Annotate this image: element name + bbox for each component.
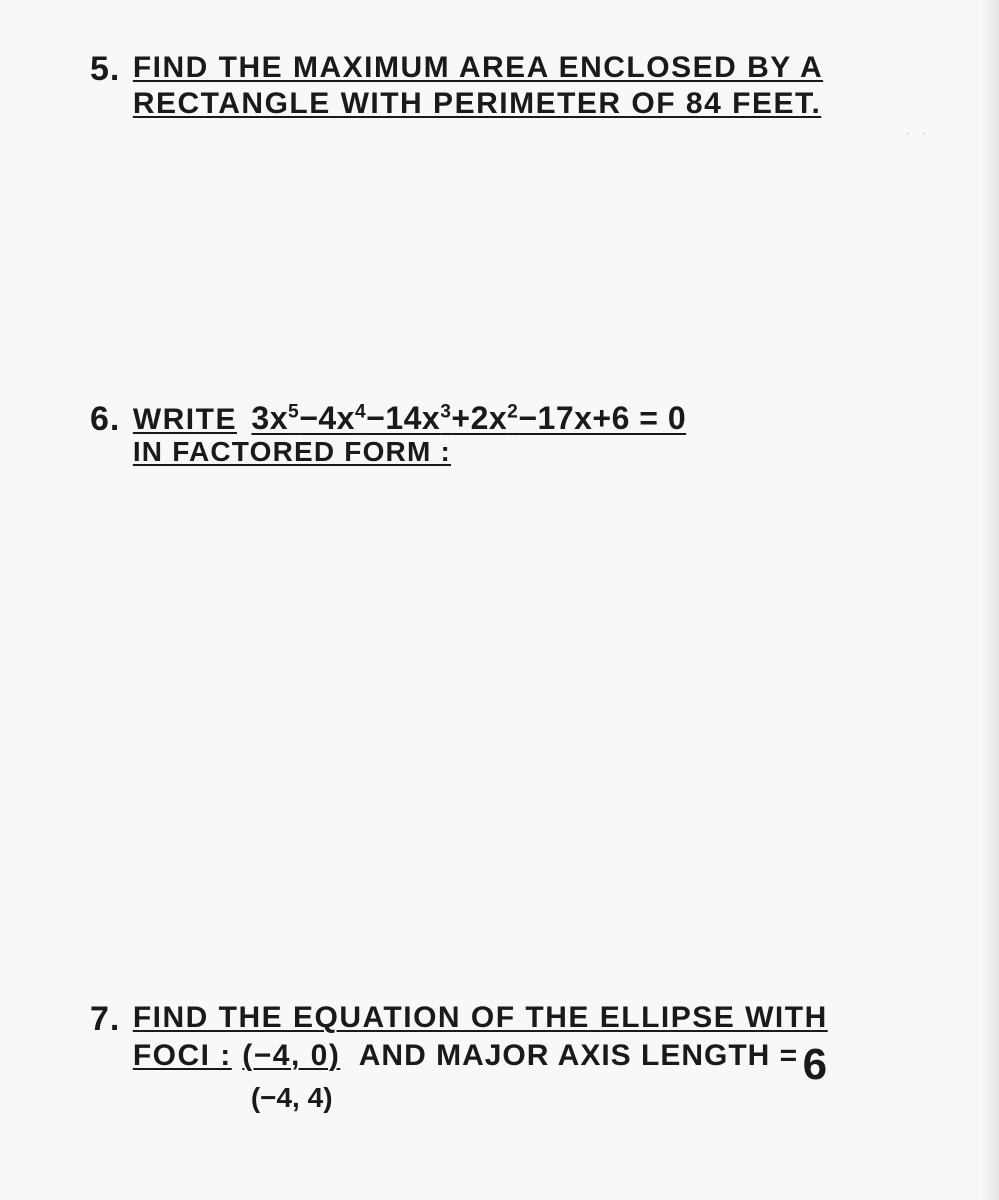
problem-7: 7. FIND THE EQUATION OF THE ELLIPSE WITH… <box>90 1000 939 1114</box>
problem-5: 5. FIND THE MAXIMUM AREA ENCLOSED BY A R… <box>90 50 939 122</box>
problem-text-line1: FIND THE MAXIMUM AREA ENCLOSED BY A <box>133 50 823 86</box>
problem-line2: FOCI : (−4, 0) AND MAJOR AXIS LENGTH = 6 <box>133 1036 828 1086</box>
problem-text-line1: FIND THE EQUATION OF THE ELLIPSE WITH <box>133 1000 828 1036</box>
major-axis-text: AND MAJOR AXIS LENGTH = <box>359 1039 798 1072</box>
focus-2: (−4, 4) <box>251 1082 828 1114</box>
problem-text-line2: IN FACTORED FORM : <box>133 436 686 468</box>
paper-smudge: · · <box>904 122 929 145</box>
polynomial-equation: 3x5−4x4−14x3+2x2−17x+6 = 0 <box>251 400 686 436</box>
problem-body: WRITE 3x5−4x4−14x3+2x2−17x+6 = 0 IN FACT… <box>133 400 686 468</box>
problem-6: 6. WRITE 3x5−4x4−14x3+2x2−17x+6 = 0 IN F… <box>90 400 939 468</box>
focus-1: (−4, 0) <box>242 1039 340 1072</box>
worksheet-page: 5. FIND THE MAXIMUM AREA ENCLOSED BY A R… <box>0 0 999 1200</box>
foci-label: FOCI : <box>133 1039 232 1072</box>
problem-number: 5. <box>90 50 120 89</box>
problem-text-line2: RECTANGLE WITH PERIMETER OF 84 FEET. <box>133 86 823 122</box>
major-axis-value: 6 <box>803 1040 827 1090</box>
write-label: WRITE <box>133 403 237 436</box>
problem-body: FIND THE MAXIMUM AREA ENCLOSED BY A RECT… <box>133 50 823 122</box>
page-edge-shadow <box>981 0 999 1200</box>
problem-number: 7. <box>90 1000 120 1039</box>
problem-body: FIND THE EQUATION OF THE ELLIPSE WITH FO… <box>133 1000 828 1114</box>
problem-line1: WRITE 3x5−4x4−14x3+2x2−17x+6 = 0 <box>133 400 686 438</box>
problem-number: 6. <box>90 400 120 439</box>
